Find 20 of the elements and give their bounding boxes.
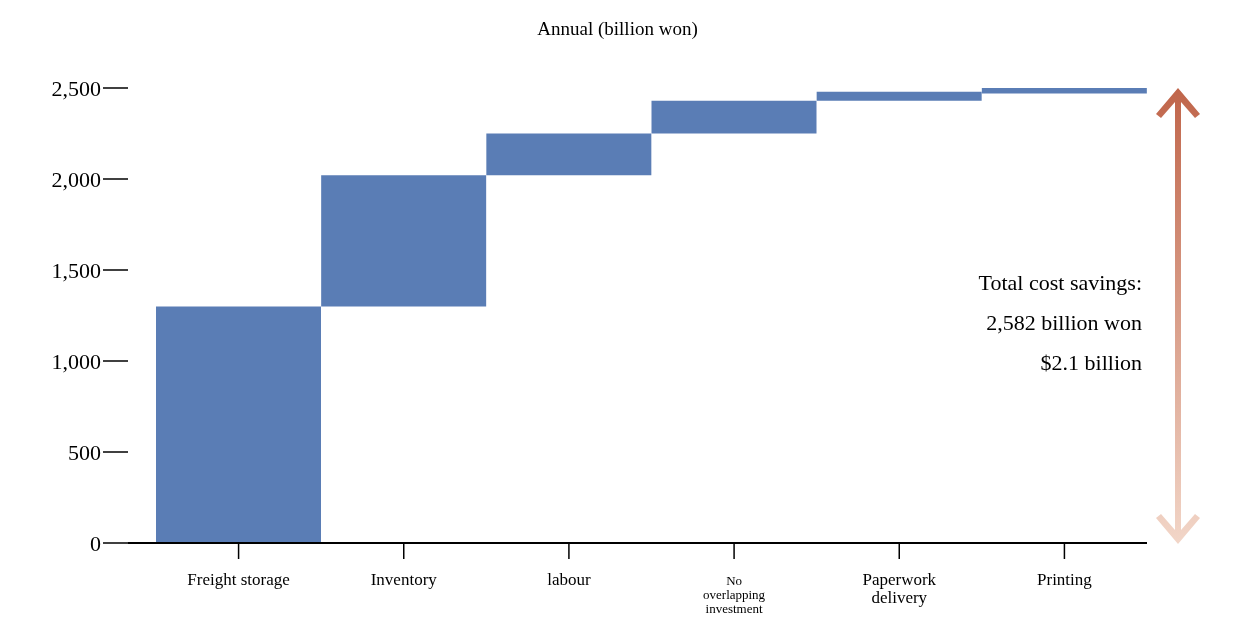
y-tick-label: 2,000 <box>51 166 101 192</box>
annotation: 2,582 billion won <box>985 309 1142 337</box>
bar <box>486 133 652 176</box>
annotation: $2.1 billion <box>1039 349 1142 377</box>
x-tick-label: labour <box>547 570 591 589</box>
x-tick-label: No overlapping investment <box>703 573 766 616</box>
bar <box>321 175 487 307</box>
y-tick-label: 2,500 <box>51 75 101 101</box>
y-tick-label: 500 <box>68 439 101 465</box>
x-tick-label: Paperwork delivery <box>862 570 937 607</box>
x-tick-label: Printing <box>1037 570 1093 589</box>
x-tick-label: Inventory <box>370 570 438 589</box>
annotation: Total cost savings: <box>978 269 1142 297</box>
chart-title: Annual (billion won) <box>536 18 699 40</box>
y-tick-label: 0 <box>90 530 101 556</box>
bar <box>651 100 817 134</box>
y-tick-label: 1,000 <box>51 348 101 374</box>
x-tick-label: Freight storage <box>187 570 290 589</box>
bar <box>156 306 321 543</box>
y-tick-label: 1,500 <box>51 257 101 283</box>
